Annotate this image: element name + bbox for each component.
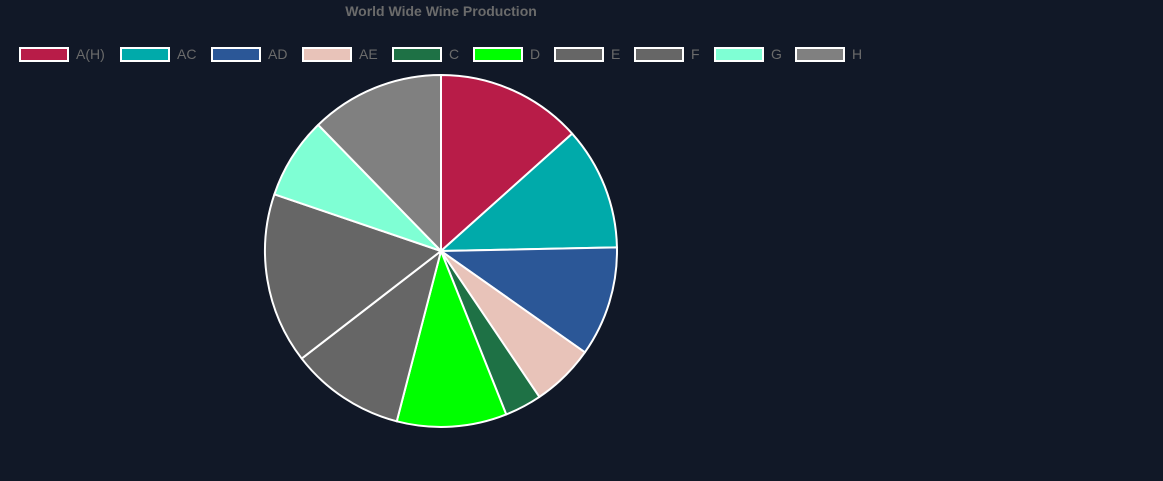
legend-swatch: [634, 46, 684, 62]
pie-slice-ad[interactable]: [440, 246, 618, 354]
pie-slice-d[interactable]: [395, 250, 508, 428]
legend-swatch: [795, 46, 845, 62]
legend-item[interactable]: AC: [120, 44, 196, 64]
legend-label: H: [852, 46, 863, 62]
pie-slice-h[interactable]: [317, 74, 442, 252]
legend-swatch: [714, 46, 764, 62]
legend-label: F: [691, 46, 700, 62]
legend-item[interactable]: H: [795, 44, 862, 64]
chart-legend: A(H) AC AD AE C D E F G H: [0, 44, 882, 64]
legend-swatch: [554, 46, 604, 62]
legend-item[interactable]: AD: [211, 44, 287, 64]
legend-item[interactable]: C: [392, 44, 459, 64]
legend-swatch: [19, 46, 69, 62]
legend-item[interactable]: AE: [302, 44, 378, 64]
legend-label: D: [530, 46, 541, 62]
legend-label: AE: [359, 46, 378, 62]
legend-swatch: [302, 46, 352, 62]
legend-swatch: [211, 46, 261, 62]
legend-item[interactable]: E: [554, 44, 620, 64]
legend-label: C: [449, 46, 460, 62]
legend-label: G: [771, 46, 782, 62]
legend-swatch: [473, 46, 523, 62]
chart-title: World Wide Wine Production: [345, 3, 537, 19]
pie-slice-f[interactable]: [264, 193, 442, 360]
legend-label: E: [611, 46, 621, 62]
legend-swatch: [120, 46, 170, 62]
legend-label: A(H): [76, 46, 105, 62]
legend-item[interactable]: D: [473, 44, 540, 64]
legend-swatch: [392, 46, 442, 62]
legend-item[interactable]: A(H): [19, 44, 105, 64]
pie-slice-ac[interactable]: [440, 132, 618, 252]
legend-label: AC: [177, 46, 197, 62]
legend-item[interactable]: F: [634, 44, 700, 64]
pie-slice-e[interactable]: [300, 250, 442, 423]
pie-slice-a-h[interactable]: [440, 74, 574, 252]
legend-item[interactable]: G: [714, 44, 782, 64]
legend-label: AD: [268, 46, 288, 62]
